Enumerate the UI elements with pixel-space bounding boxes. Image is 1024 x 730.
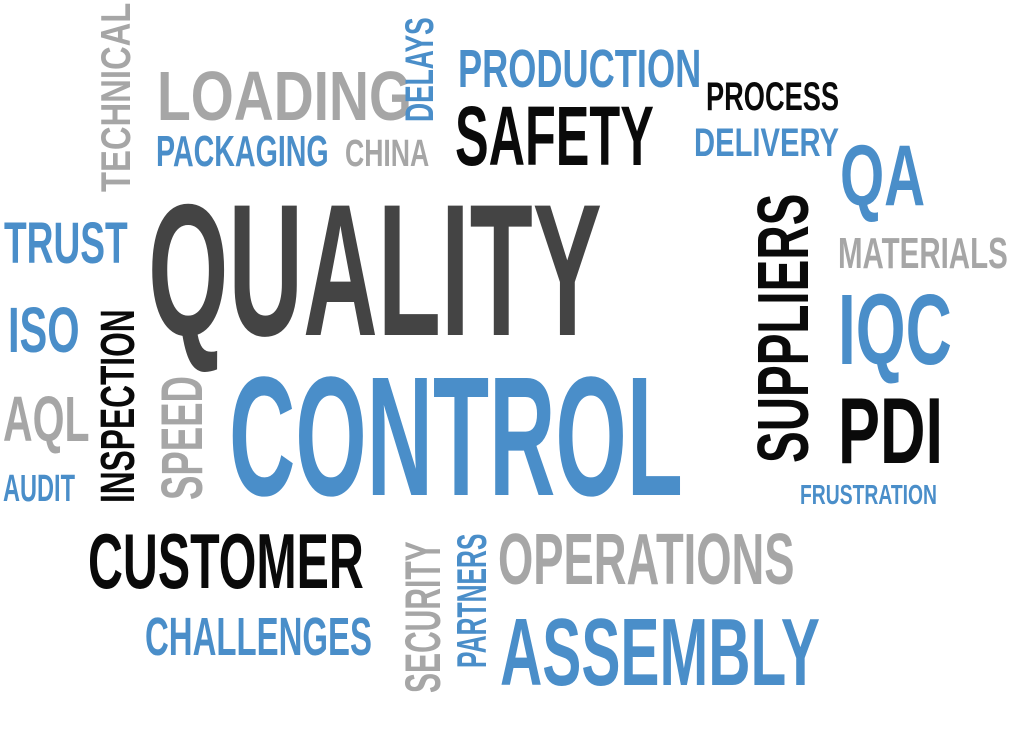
word-frustration: FRUSTRATION: [800, 479, 938, 510]
word-production: PRODUCTION: [458, 39, 702, 99]
word-qa: QA: [840, 128, 926, 224]
word-assembly: ASSEMBLY: [500, 599, 820, 706]
word-pdi: PDI: [838, 378, 943, 483]
word-speed: SPEED: [150, 376, 215, 500]
word-control: CONTROL: [229, 342, 683, 532]
word-trust: TRUST: [4, 211, 128, 276]
word-technical: TECHNICAL: [92, 2, 139, 192]
word-safety: SAFETY: [455, 89, 654, 183]
word-delivery: DELIVERY: [694, 121, 839, 165]
word-operations: OPERATIONS: [498, 520, 795, 600]
word-partners: PARTNERS: [448, 533, 495, 668]
word-china: CHINA: [345, 133, 430, 175]
word-loading: LOADING: [157, 57, 412, 135]
word-security: SECURITY: [395, 541, 451, 693]
word-challenges: CHALLENGES: [145, 607, 372, 667]
word-packaging: PACKAGING: [156, 127, 329, 176]
word-customer: CUSTOMER: [88, 517, 364, 605]
word-delays: DELAYS: [398, 17, 442, 123]
word-iso: ISO: [8, 294, 80, 366]
word-materials: MATERIALS: [838, 229, 1008, 278]
word-process: PROCESS: [706, 75, 840, 119]
word-suppliers: SUPPLIERS: [744, 193, 824, 463]
word-iqc: IQC: [838, 274, 952, 386]
word-aql: AQL: [3, 383, 90, 455]
word-inspection: INSPECTION: [92, 309, 145, 503]
word-audit: AUDIT: [3, 468, 75, 510]
word-quality: QUALITY: [148, 165, 602, 375]
